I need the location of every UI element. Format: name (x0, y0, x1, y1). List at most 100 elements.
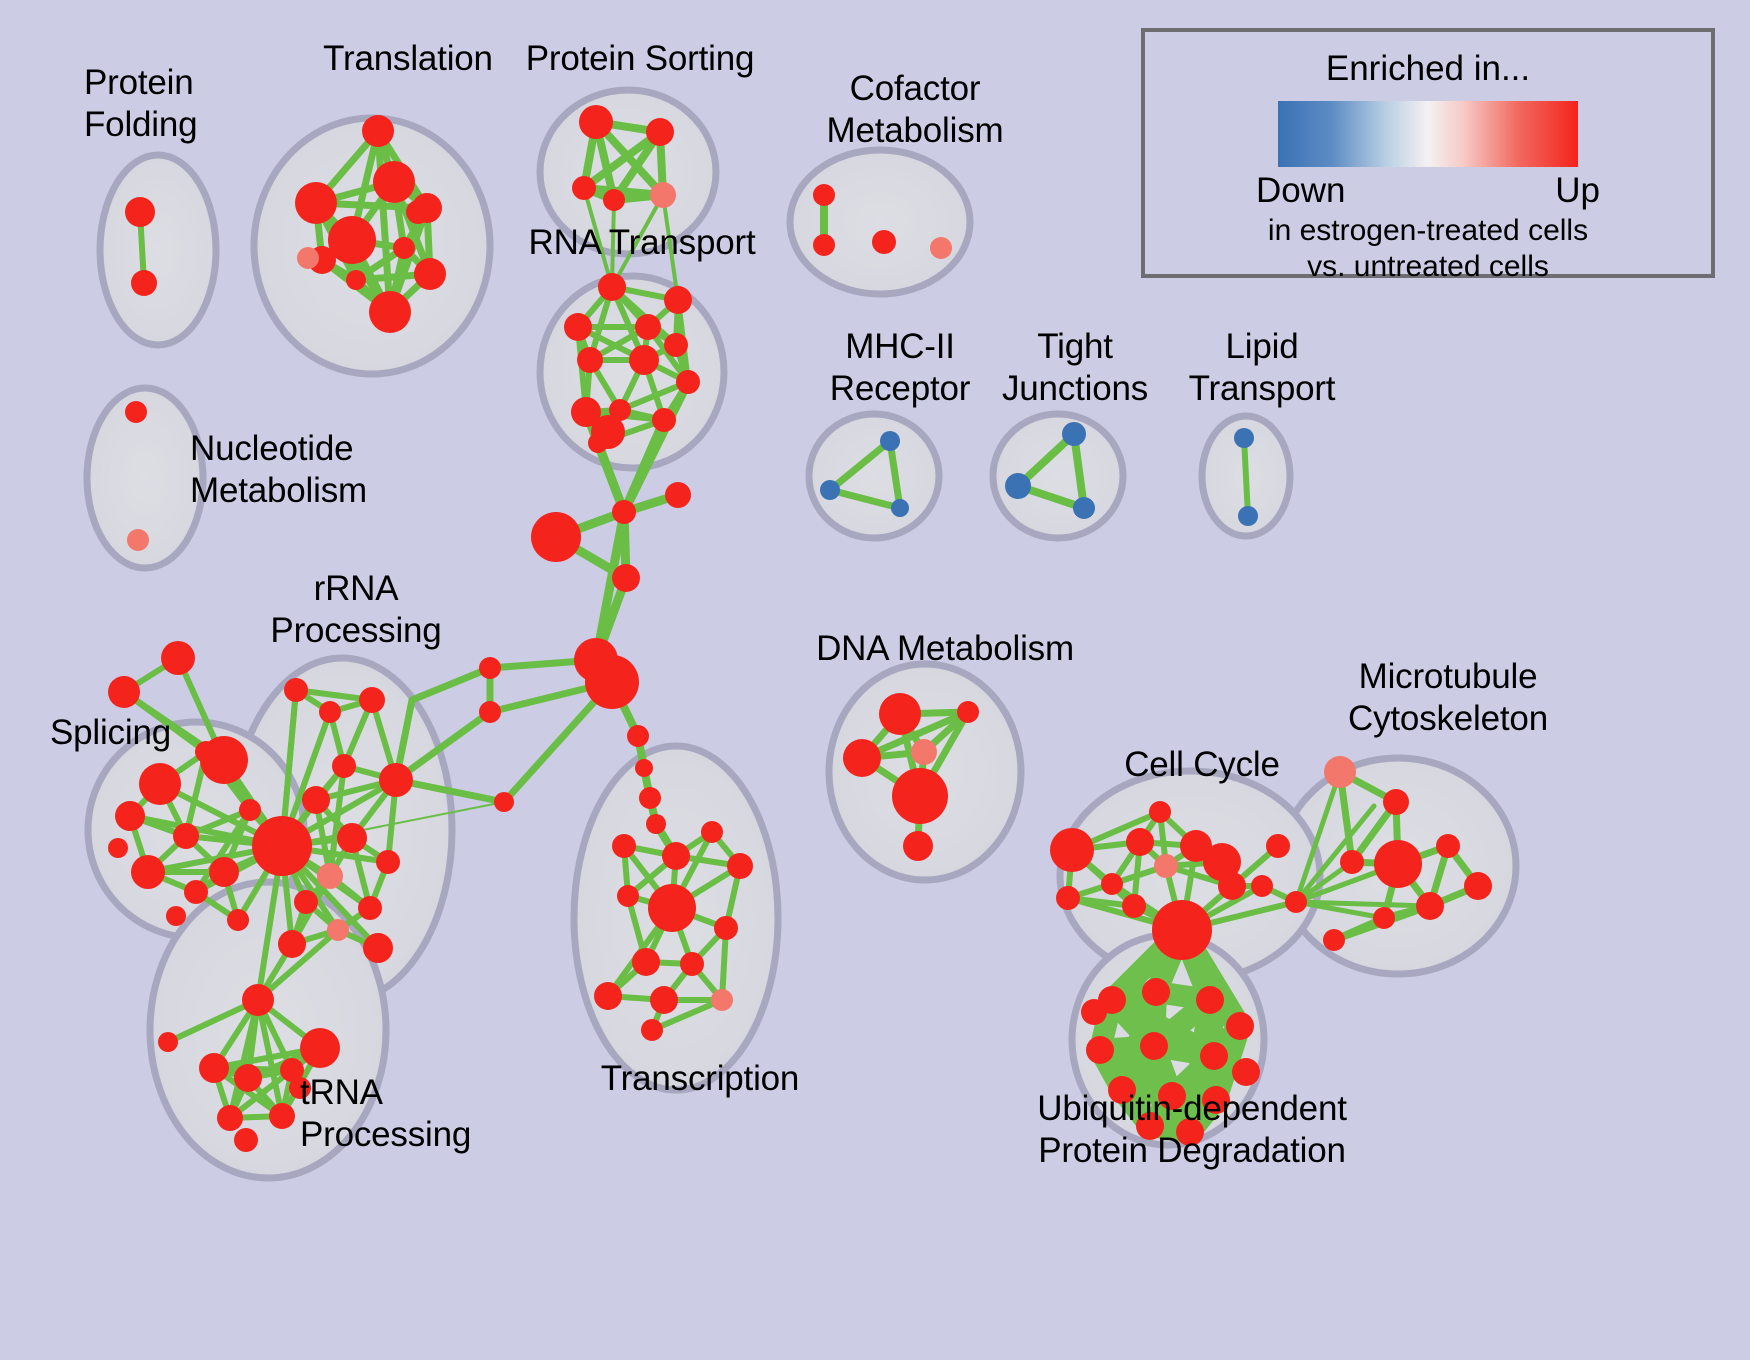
node (641, 1019, 663, 1041)
node (376, 850, 400, 874)
node (652, 408, 676, 432)
node (1200, 1042, 1228, 1070)
node (1108, 1076, 1136, 1104)
node (393, 237, 415, 259)
node (1202, 1086, 1230, 1114)
node (639, 787, 661, 809)
node (1056, 886, 1080, 910)
node (627, 725, 649, 747)
hull-cofactor (786, 146, 974, 298)
node (635, 314, 661, 340)
node (957, 701, 979, 723)
node (1436, 834, 1460, 858)
node (571, 397, 601, 427)
cluster-label-translation: Translation (323, 39, 493, 78)
node (603, 189, 625, 211)
node (646, 118, 674, 146)
node (1374, 840, 1422, 888)
cluster-label-transcription: Transcription (600, 1059, 800, 1098)
node (609, 399, 631, 421)
cluster-label-rna-transport: RNA Transport (528, 223, 756, 262)
node (1340, 850, 1364, 874)
hull-nucleotide (83, 384, 207, 572)
node (115, 801, 145, 831)
cluster-label-lipid-transport: Lipid Transport (1188, 327, 1336, 408)
node (612, 834, 636, 858)
node (635, 759, 653, 777)
node (1073, 497, 1095, 519)
cluster-label-protein-folding: Protein Folding (84, 63, 198, 144)
node (629, 345, 659, 375)
node (1373, 907, 1395, 929)
node (1101, 873, 1123, 895)
node (1234, 428, 1254, 448)
hull-trna (146, 878, 390, 1182)
cluster-label-nucleotide-metabolism: Nucleotide Metabolism (190, 429, 367, 510)
legend-low-label: Down (1256, 171, 1346, 210)
node (479, 657, 501, 679)
node (598, 273, 626, 301)
node (612, 564, 640, 592)
node (332, 754, 356, 778)
node (359, 687, 385, 713)
node (1238, 506, 1258, 526)
node (295, 182, 337, 224)
node (911, 739, 937, 765)
node (184, 880, 208, 904)
node (302, 786, 330, 814)
node (714, 916, 738, 940)
node (701, 821, 723, 843)
node (328, 216, 376, 264)
node (1136, 1112, 1164, 1140)
node (131, 855, 165, 889)
node (252, 816, 312, 876)
node (1324, 756, 1356, 788)
node (813, 234, 835, 256)
cluster-label-cofactor-metabolism: Cofactor Metabolism (826, 69, 1004, 150)
node (664, 286, 692, 314)
node (727, 853, 753, 879)
node (1154, 854, 1178, 878)
node (1203, 843, 1241, 881)
node (872, 230, 896, 254)
node (239, 799, 261, 821)
node (564, 313, 592, 341)
cluster-label-microtubule: Microtubule Cytoskeleton (1348, 657, 1548, 738)
node (280, 1058, 304, 1082)
network-nodes (108, 105, 1492, 1152)
node (1464, 872, 1492, 900)
node (617, 885, 639, 907)
cluster-label-protein-sorting: Protein Sorting (525, 39, 755, 78)
node (125, 401, 147, 423)
node (319, 701, 341, 723)
node (1050, 828, 1094, 872)
node (1140, 1032, 1168, 1060)
node (1142, 978, 1170, 1006)
node (572, 176, 596, 200)
node (373, 161, 415, 203)
node (903, 831, 933, 861)
node (820, 480, 840, 500)
node (930, 237, 952, 259)
node (1196, 986, 1224, 1014)
node (406, 200, 430, 224)
legend-title: Enriched in... (1325, 49, 1531, 88)
node (1383, 789, 1409, 815)
node (1176, 1118, 1204, 1146)
cluster-label-ubiquitin: Ubiquitin-dependent Protein Degradation (1037, 1089, 1347, 1170)
node (579, 105, 613, 139)
node (294, 890, 318, 914)
node (317, 863, 343, 889)
cluster-label-mhc-ii-receptor: MHC-II Receptor (829, 327, 971, 408)
node (1158, 1082, 1186, 1110)
legend-caption-line1: in estrogen-treated cells (1267, 214, 1589, 247)
node (680, 952, 704, 976)
node (158, 1032, 178, 1052)
node (139, 763, 181, 805)
node (650, 986, 678, 1014)
node (327, 919, 349, 941)
node (127, 529, 149, 551)
node (108, 838, 128, 858)
